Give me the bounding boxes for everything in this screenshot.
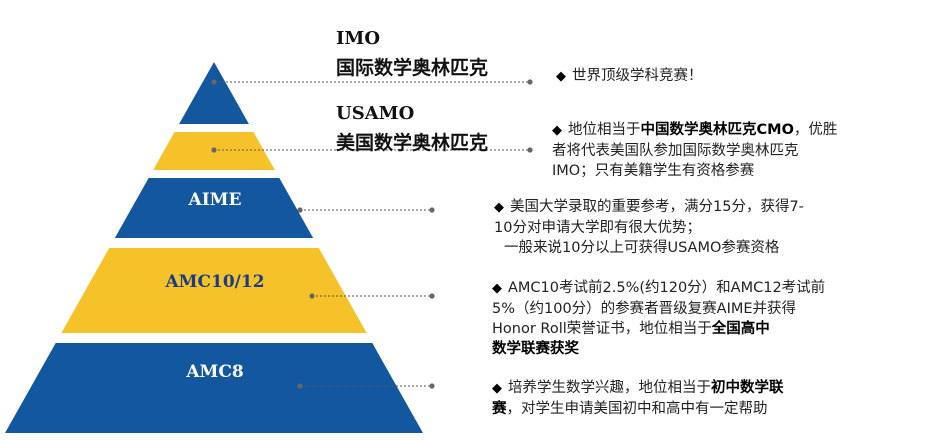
amc1012-label: AMC10/12 <box>165 272 265 292</box>
desc-line: 赛，对学生申请美国初中和高中有一定帮助 <box>492 399 924 419</box>
desc-text: 地位相当于 <box>568 122 641 138</box>
desc-aime: ◆ 美国大学录取的重要参考，满分15分，获得7- 10分对申请大学即有很大优势； 一般… <box>494 197 924 258</box>
desc-line: 5%（约100分）的参赛者晋级复赛AIME并获得 <box>492 299 924 319</box>
desc-text: 5%（约100分）的参赛者晋级复赛AIME并获得 <box>492 301 797 317</box>
connector-amc1012-start-dot <box>309 293 315 299</box>
desc-line: ◆ 培养学生数学兴趣，地位相当于初中数学联 <box>492 378 924 399</box>
desc-emphasis: 赛 <box>492 401 507 417</box>
desc-text: 世界顶级学科竞赛！ <box>572 68 703 84</box>
connector-usamo-end-dot <box>527 147 533 153</box>
desc-amc8: ◆ 培养学生数学兴趣，地位相当于初中数学联赛，对学生申请美国初中和高中有一定帮助 <box>492 378 924 419</box>
connector-imo-end-dot <box>527 79 533 85</box>
imo-subtitle: 国际数学奥林匹克 <box>336 57 489 79</box>
diamond-bullet-icon: ◆ <box>552 123 562 138</box>
desc-text: 美国大学录取的重要参考，满分15分，获得7- <box>510 199 804 215</box>
tier-imo <box>179 62 249 124</box>
desc-text: Honor Roll荣誉证书，地位相当于 <box>492 321 712 337</box>
connector-amc8-end-dot <box>429 383 435 389</box>
diamond-bullet-icon: ◆ <box>556 69 566 84</box>
desc-line: 10分对申请大学即有很大优势； <box>494 218 924 238</box>
desc-text: 者将代表美国队参加国际数学奥林匹克 <box>552 143 799 159</box>
usamo-subtitle: 美国数学奥林匹克 <box>336 132 489 154</box>
amc8-label: AMC8 <box>186 362 244 382</box>
desc-line: 者将代表美国队参加国际数学奥林匹克 <box>552 141 924 161</box>
desc-line: Honor Roll荣誉证书，地位相当于全国高中 <box>492 319 924 339</box>
connector-imo-start-dot <box>211 79 217 85</box>
desc-text: IMO；只有美籍学生有资格参赛 <box>552 163 755 179</box>
diamond-bullet-icon: ◆ <box>494 200 504 215</box>
tier-amc8 <box>5 343 423 433</box>
desc-text: ，对学生申请美国初中和高中有一定帮助 <box>506 401 768 417</box>
desc-line: ◆ AMC10考试前2.5%(约120分）和AMC12考试前 <box>492 278 924 299</box>
diamond-bullet-icon: ◆ <box>492 381 502 396</box>
desc-line: ◆ 世界顶级学科竞赛！ <box>556 66 926 87</box>
aime-label: AIME <box>188 190 242 210</box>
desc-line: IMO；只有美籍学生有资格参赛 <box>552 161 924 181</box>
tier-aime <box>114 178 314 238</box>
desc-text: 10分对申请大学即有很大优势； <box>494 220 701 236</box>
diamond-bullet-icon: ◆ <box>492 281 502 296</box>
tier-amc1012 <box>61 248 367 333</box>
desc-emphasis: 初中数学联 <box>711 380 784 396</box>
desc-line: 数学联赛获奖 <box>492 339 924 359</box>
desc-emphasis: 全国高中 <box>711 321 770 337</box>
desc-usamo: ◆ 地位相当于中国数学奥林匹克CMO，优胜者将代表美国队参加国际数学奥林匹克 IMO… <box>552 120 924 181</box>
desc-text: 培养学生数学兴趣，地位相当于 <box>508 380 711 396</box>
desc-amc1012: ◆ AMC10考试前2.5%(约120分）和AMC12考试前 5%（约100分）的参… <box>492 278 924 359</box>
desc-emphasis: 数学联赛获奖 <box>492 341 579 357</box>
desc-emphasis: 中国数学奥林匹克CMO <box>640 122 794 138</box>
desc-text: ，优胜 <box>793 122 838 138</box>
connector-amc1012-end-dot <box>429 293 435 299</box>
connector-aime-start-dot <box>297 207 303 213</box>
connector-aime-end-dot <box>429 207 435 213</box>
connector-amc8-start-dot <box>297 383 303 389</box>
connector-usamo-start-dot <box>211 147 217 153</box>
desc-text: 一般来说10分以上可获得USAMO参赛资格 <box>504 240 780 256</box>
desc-imo: ◆ 世界顶级学科竞赛！ <box>556 66 926 87</box>
desc-text: AMC10考试前2.5%(约120分）和AMC12考试前 <box>508 280 826 296</box>
imo-title: IMO <box>336 28 381 49</box>
desc-line: ◆ 美国大学录取的重要参考，满分15分，获得7- <box>494 197 924 218</box>
desc-line: 一般来说10分以上可获得USAMO参赛资格 <box>494 238 924 258</box>
usamo-title: USAMO <box>336 103 415 124</box>
desc-line: ◆ 地位相当于中国数学奥林匹克CMO，优胜 <box>552 120 924 141</box>
